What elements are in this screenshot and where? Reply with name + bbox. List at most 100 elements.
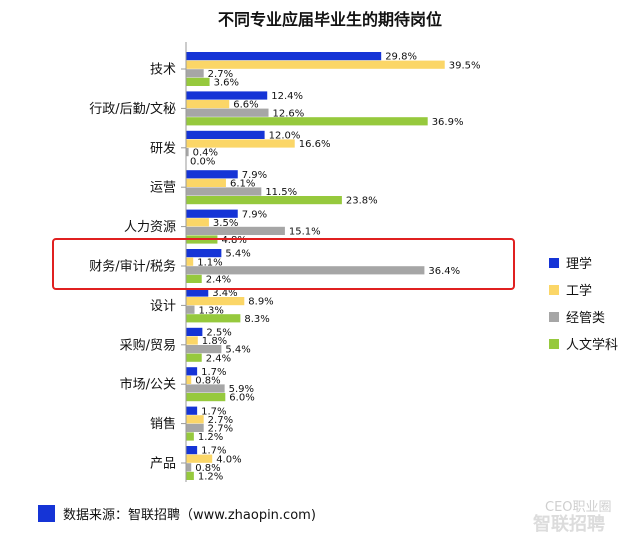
legend-swatch-理学 — [549, 258, 559, 268]
bar-采购-贸易-工学 — [186, 336, 198, 345]
value-label-人力资源-经管类: 15.1% — [289, 227, 321, 238]
bar-市场-公关-人文学科 — [186, 393, 226, 402]
value-label-市场-公关-经管类: 5.9% — [229, 384, 254, 395]
value-label-采购-贸易-理学: 2.5% — [206, 328, 231, 339]
value-label-人力资源-人文学科: 4.8% — [221, 235, 246, 246]
bar-运营-人文学科 — [186, 196, 342, 205]
value-label-财务-审计-税务-工学: 1.1% — [197, 257, 222, 268]
category-label-运营: 运营 — [150, 181, 176, 196]
bar-销售-工学 — [186, 415, 204, 424]
bar-市场-公关-理学 — [186, 367, 198, 376]
source-text: 数据来源：智联招聘（www.zhaopin.com) — [63, 508, 316, 523]
value-label-研发-理学: 12.0% — [269, 131, 301, 142]
value-label-销售-理学: 1.7% — [201, 406, 226, 417]
value-label-财务-审计-税务-理学: 5.4% — [225, 249, 250, 260]
bar-人力资源-理学 — [186, 209, 238, 218]
bar-设计-经管类 — [186, 305, 195, 314]
value-label-设计-人文学科: 8.3% — [244, 314, 269, 325]
bar-财务-审计-税务-经管类 — [186, 266, 425, 275]
bar-财务-审计-税务-理学 — [186, 249, 222, 258]
value-label-产品-经管类: 0.8% — [195, 463, 220, 474]
bar-人力资源-工学 — [186, 218, 209, 227]
category-label-产品: 产品 — [150, 457, 176, 472]
value-label-技术-经管类: 2.7% — [208, 69, 233, 80]
value-label-市场-公关-人文学科: 6.0% — [229, 393, 254, 404]
value-label-产品-工学: 4.0% — [216, 454, 241, 465]
value-label-运营-人文学科: 23.8% — [346, 196, 378, 207]
value-label-设计-理学: 3.4% — [212, 288, 237, 299]
bar-技术-经管类 — [186, 69, 204, 78]
value-label-财务-审计-税务-人文学科: 2.4% — [206, 275, 231, 286]
bar-设计-人文学科 — [186, 314, 241, 323]
value-label-产品-理学: 1.7% — [201, 446, 226, 457]
value-label-技术-人文学科: 3.6% — [214, 78, 239, 89]
bar-设计-理学 — [186, 288, 209, 297]
category-label-市场-公关: 市场/公关 — [120, 377, 176, 393]
bar-研发-理学 — [186, 130, 265, 139]
legend-swatch-经管类 — [549, 312, 559, 322]
bar-设计-工学 — [186, 297, 245, 306]
watermark-account: CEO职业圈 — [545, 500, 612, 515]
bar-技术-工学 — [186, 60, 445, 69]
value-label-行政-后勤-文秘-人文学科: 36.9% — [432, 117, 464, 128]
chart-title: 不同专业应届毕业生的期待岗位 — [218, 10, 442, 29]
bar-产品-经管类 — [186, 463, 192, 472]
category-label-设计: 设计 — [150, 299, 176, 314]
value-label-研发-人文学科: 0.0% — [190, 156, 215, 167]
value-label-技术-理学: 29.8% — [385, 52, 417, 63]
legend-swatch-工学 — [549, 285, 559, 295]
bar-运营-经管类 — [186, 187, 262, 196]
value-label-采购-贸易-经管类: 5.4% — [225, 345, 250, 356]
category-label-人力资源: 人力资源 — [124, 220, 176, 235]
watermark-brand: 智联招聘 — [533, 513, 605, 535]
bar-运营-理学 — [186, 170, 238, 179]
bar-采购-贸易-经管类 — [186, 345, 222, 354]
source-swatch — [38, 505, 55, 522]
value-label-采购-贸易-工学: 1.8% — [202, 336, 227, 347]
value-label-市场-公关-理学: 1.7% — [201, 367, 226, 378]
category-label-财务-审计-税务: 财务/审计/税务 — [89, 259, 176, 275]
bar-产品-人文学科 — [186, 471, 194, 480]
value-label-研发-工学: 16.6% — [299, 139, 331, 150]
value-label-销售-人文学科: 1.2% — [198, 432, 223, 443]
value-label-运营-工学: 6.1% — [230, 179, 255, 190]
value-label-销售-工学: 2.7% — [208, 415, 233, 426]
value-label-销售-经管类: 2.7% — [208, 424, 233, 435]
bar-产品-理学 — [186, 446, 198, 455]
value-label-财务-审计-税务-经管类: 36.4% — [428, 266, 460, 277]
bar-销售-人文学科 — [186, 432, 194, 441]
bar-采购-贸易-理学 — [186, 327, 203, 336]
value-label-市场-公关-工学: 0.8% — [195, 376, 220, 387]
value-label-运营-经管类: 11.5% — [265, 187, 297, 198]
category-label-技术: 技术 — [150, 63, 176, 78]
value-label-人力资源-理学: 7.9% — [242, 209, 267, 220]
legend-label-经管类: 经管类 — [566, 311, 605, 326]
bar-行政-后勤-文秘-人文学科 — [186, 117, 428, 126]
value-label-技术-工学: 39.5% — [449, 60, 481, 71]
bar-行政-后勤-文秘-工学 — [186, 100, 230, 109]
category-label-销售: 销售 — [150, 416, 176, 432]
value-label-行政-后勤-文秘-理学: 12.4% — [271, 91, 303, 102]
value-label-研发-经管类: 0.4% — [193, 148, 218, 159]
value-label-行政-后勤-文秘-经管类: 12.6% — [273, 108, 305, 119]
bar-行政-后勤-文秘-理学 — [186, 91, 268, 100]
value-label-采购-贸易-人文学科: 2.4% — [206, 353, 231, 364]
value-label-产品-人文学科: 1.2% — [198, 472, 223, 483]
bar-研发-工学 — [186, 139, 295, 148]
bar-运营-工学 — [186, 178, 226, 187]
value-label-设计-经管类: 1.3% — [199, 305, 224, 316]
bar-人力资源-经管类 — [186, 226, 285, 235]
category-label-研发: 研发 — [150, 140, 176, 156]
bar-行政-后勤-文秘-经管类 — [186, 108, 269, 117]
bar-销售-经管类 — [186, 423, 204, 432]
bar-市场-公关-经管类 — [186, 384, 225, 393]
category-label-行政-后勤-文秘: 行政/后勤/文秘 — [89, 102, 176, 117]
highlight-box — [52, 238, 515, 290]
bar-groups: 技术29.8%39.5%2.7%3.6%行政/后勤/文秘12.4%6.6%12.… — [89, 52, 480, 483]
bar-技术-人文学科 — [186, 77, 210, 86]
value-label-行政-后勤-文秘-工学: 6.6% — [233, 100, 258, 111]
bar-财务-审计-税务-工学 — [186, 257, 194, 266]
value-label-人力资源-工学: 3.5% — [213, 218, 238, 229]
bar-财务-审计-税务-人文学科 — [186, 274, 202, 283]
